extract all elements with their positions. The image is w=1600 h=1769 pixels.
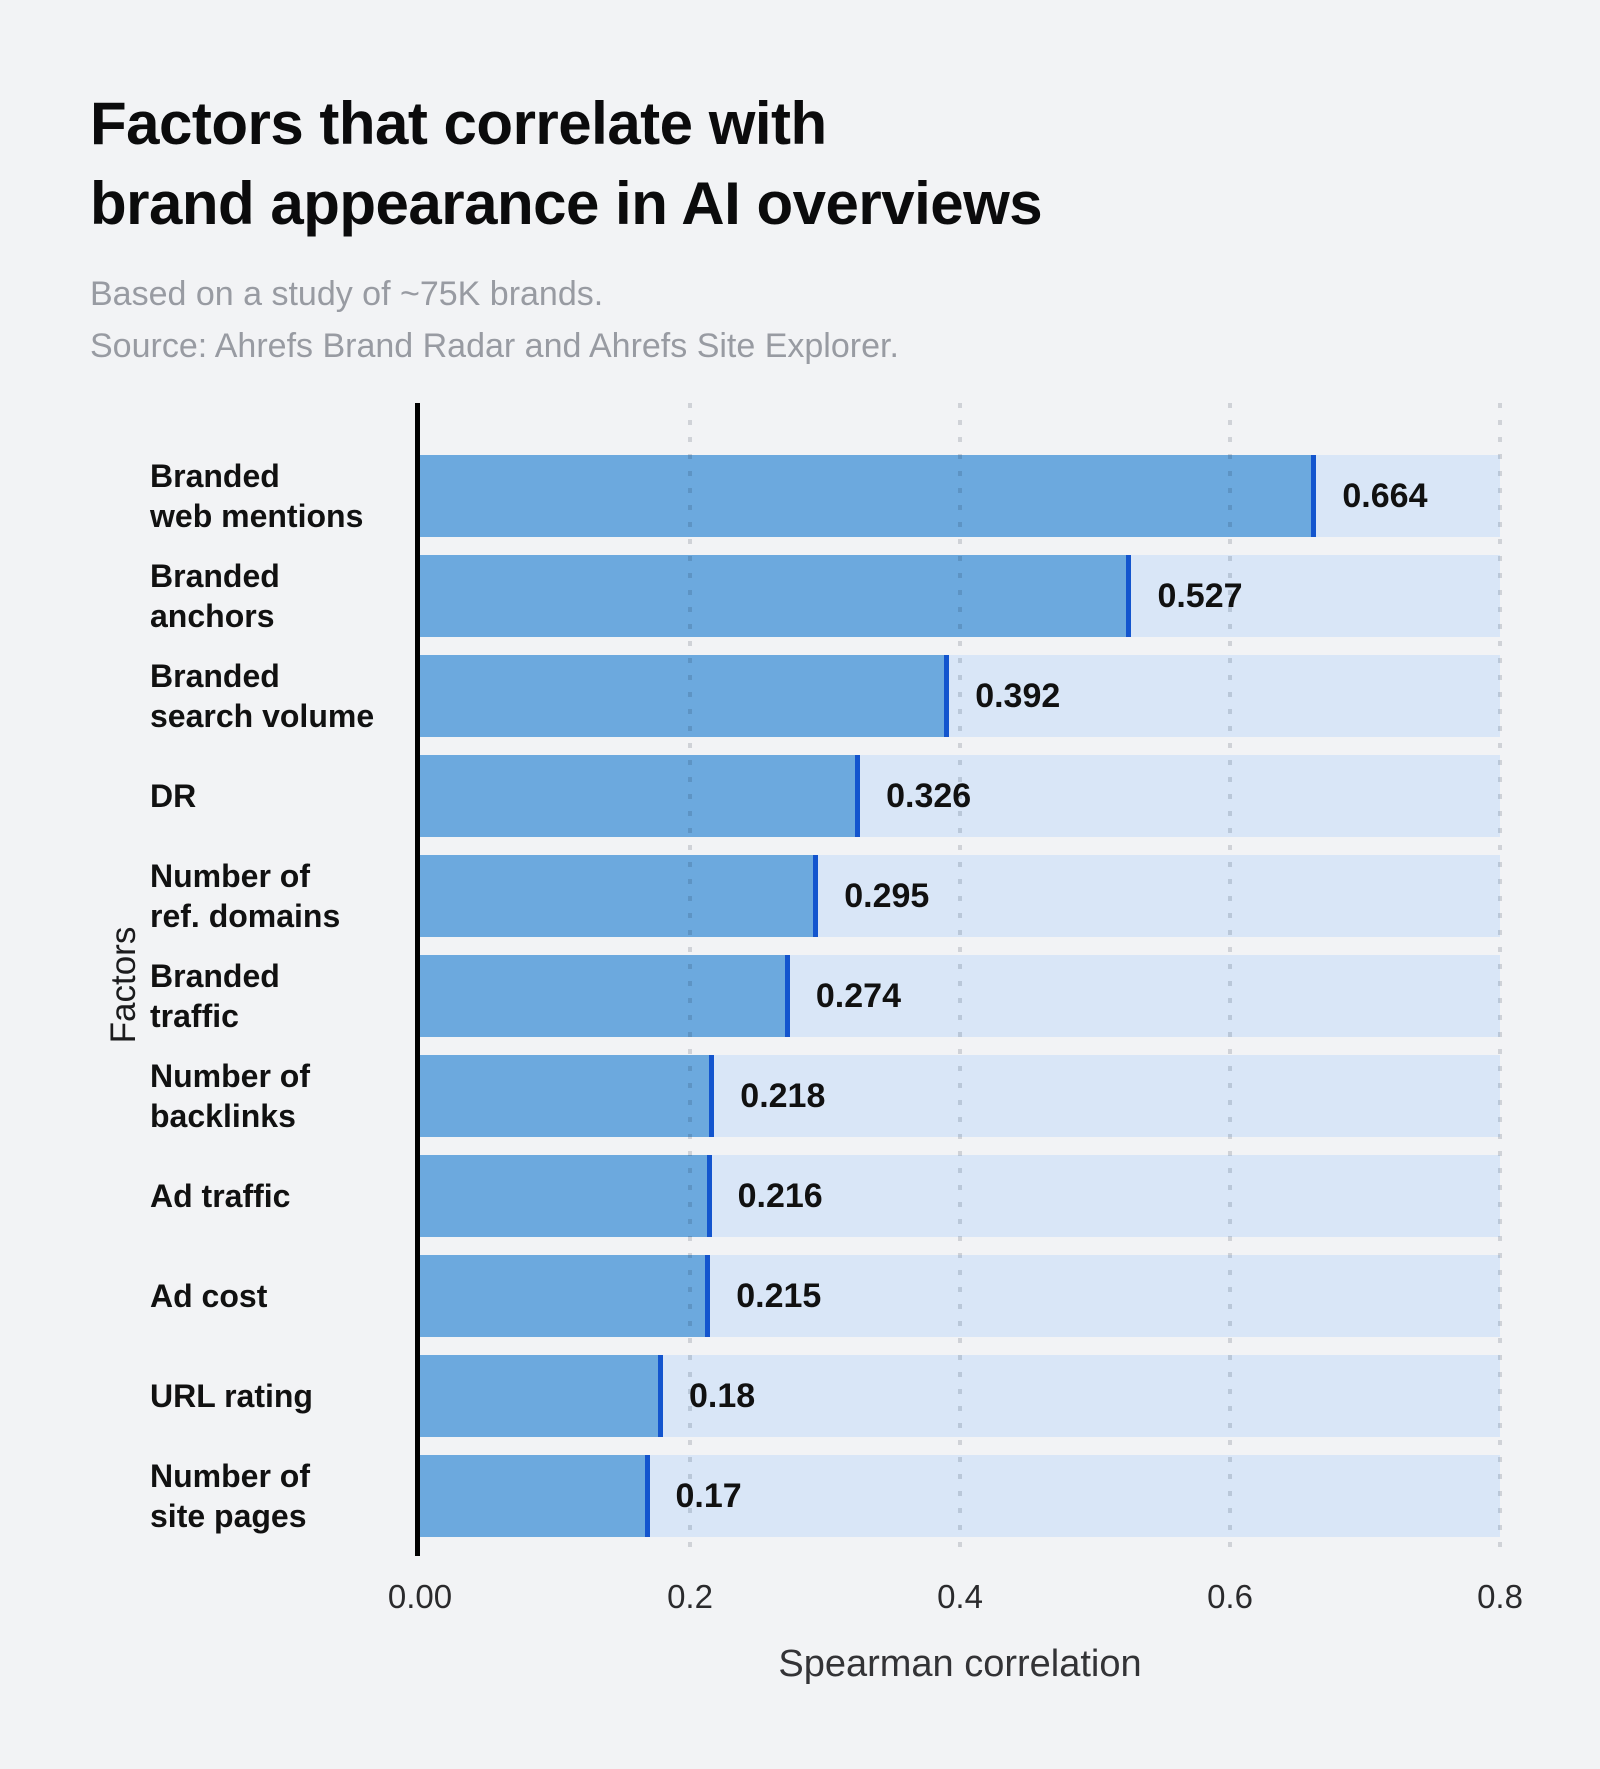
bar [420, 1055, 715, 1137]
bar [420, 1355, 663, 1437]
bar-value-label: 0.527 [1157, 576, 1243, 615]
bar [420, 1155, 712, 1237]
category-label: DR [150, 778, 197, 814]
plot-area: 0.664 Branded web mentions 0.527 Branded an… [150, 403, 1502, 1556]
category-label: Branded search volume [150, 658, 375, 734]
x-tick-label: 0.2 [667, 1578, 713, 1615]
category-label: Branded traffic [150, 958, 280, 1034]
y-axis-line [415, 403, 420, 1556]
x-tick-label: 0.4 [937, 1578, 983, 1615]
bar-value-label: 0.326 [886, 776, 972, 815]
x-axis-title: Spearman correlation [778, 1643, 1142, 1685]
page-title: Factors that correlate with brand appear… [90, 84, 1043, 244]
gridline [1228, 403, 1232, 1556]
bar [420, 1455, 650, 1537]
y-axis-title: Factors [104, 926, 143, 1044]
page-title-line-2: brand appearance in AI overviews [90, 170, 1043, 237]
category-label: Branded web mentions [150, 458, 364, 534]
gridline [958, 403, 962, 1556]
bar [420, 555, 1132, 637]
bar-value-label: 0.216 [737, 1176, 823, 1215]
category-label: URL rating [150, 1378, 313, 1414]
bar [420, 655, 950, 737]
bar [420, 855, 819, 937]
bar [420, 1255, 711, 1337]
bar-value-label: 0.215 [736, 1276, 822, 1315]
category-label: Number of ref. domains [150, 858, 341, 934]
category-label: Number of site pages [150, 1458, 310, 1534]
subtitle-study-note: Based on a study of ~75K brands. [90, 275, 604, 313]
bar-value-label: 0.274 [815, 976, 901, 1015]
page-title-line-1: Factors that correlate with [90, 90, 827, 157]
category-label: Ad cost [150, 1278, 268, 1314]
subtitle-source-note: Source: Ahrefs Brand Radar and Ahrefs Si… [90, 327, 899, 365]
category-label: Ad traffic [150, 1178, 291, 1214]
page-subtitle: Based on a study of ~75K brands. Source:… [90, 268, 899, 372]
bar [420, 955, 790, 1037]
category-label: Number of backlinks [150, 1058, 310, 1134]
gridline [688, 403, 692, 1556]
bar-value-label: 0.295 [844, 876, 930, 915]
x-tick-label: 0.00 [387, 1578, 453, 1615]
bar-value-label: 0.18 [689, 1376, 756, 1415]
category-label: Branded anchors [150, 558, 280, 634]
bar-value-label: 0.218 [740, 1076, 826, 1115]
bar-value-label: 0.664 [1342, 476, 1428, 515]
bar [420, 755, 861, 837]
x-tick-label: 0.6 [1207, 1578, 1253, 1615]
x-tick-label: 0.8 [1477, 1578, 1523, 1615]
bar-value-label: 0.392 [975, 676, 1061, 715]
bar [420, 455, 1317, 537]
bar-value-label: 0.17 [675, 1476, 742, 1515]
gridline [1498, 403, 1502, 1556]
